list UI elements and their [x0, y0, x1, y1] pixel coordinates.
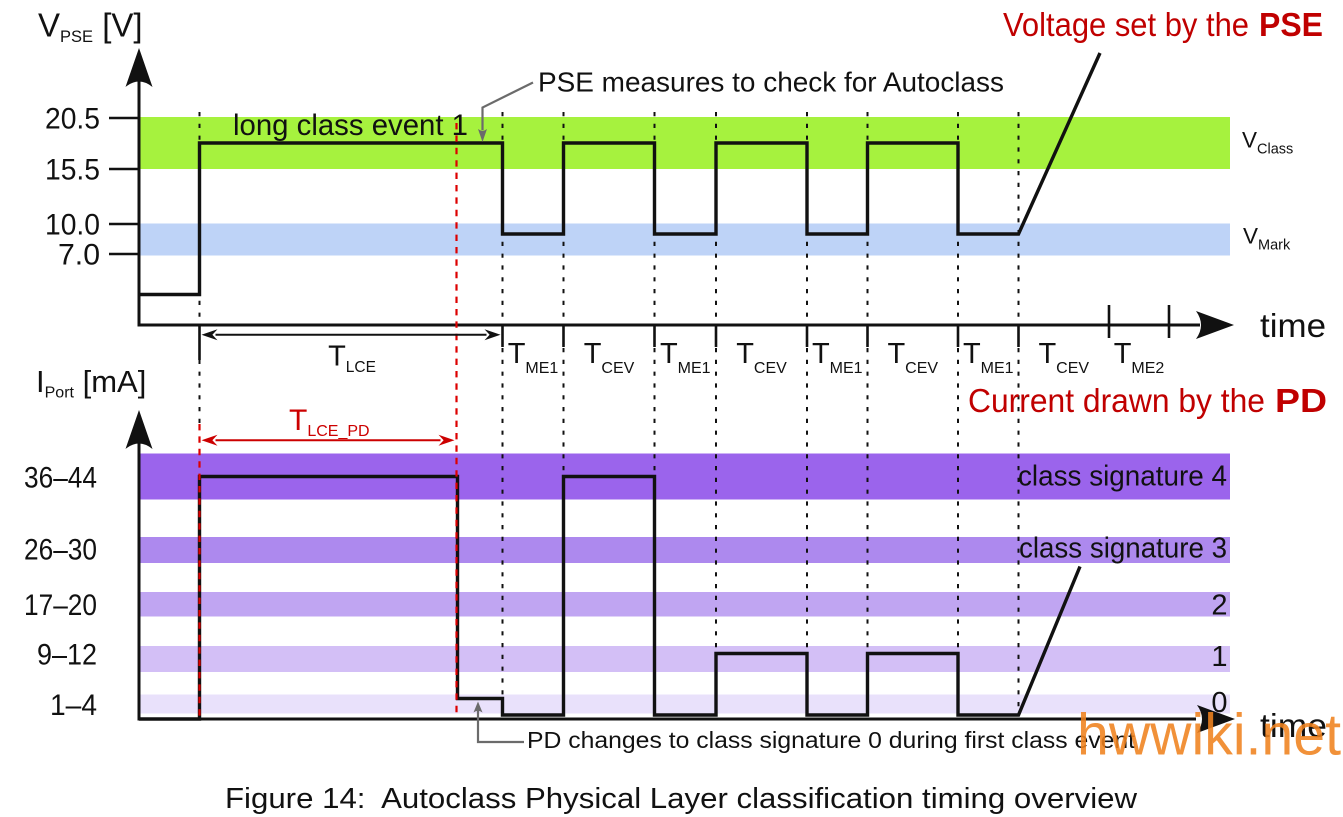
svg-text:Voltage set by the: Voltage set by the: [1003, 7, 1249, 44]
svg-text:17–20: 17–20: [24, 589, 97, 622]
svg-text:9–12: 9–12: [37, 639, 97, 672]
svg-text:TCEV: TCEV: [1038, 338, 1089, 377]
svg-text:15.5: 15.5: [45, 154, 100, 187]
svg-text:time: time: [1260, 307, 1326, 344]
svg-text:TME1: TME1: [660, 338, 711, 377]
svg-text:class signature 4: class signature 4: [1018, 461, 1227, 493]
svg-text:0: 0: [1211, 687, 1227, 719]
svg-text:10.0: 10.0: [45, 209, 100, 242]
svg-text:36–44: 36–44: [24, 462, 97, 495]
svg-text:TCEV: TCEV: [736, 338, 787, 377]
svg-text:TME1: TME1: [508, 338, 559, 377]
svg-text:VPSE​ [V]: VPSE​ [V]: [38, 7, 143, 47]
svg-text:TME1: TME1: [963, 338, 1014, 377]
svg-text:Figure 14: Autoclass Physical: Figure 14: Autoclass Physical Layer clas…: [225, 783, 1138, 815]
svg-text:class signature 3: class signature 3: [1019, 533, 1227, 565]
svg-text:VClass​: VClass​: [1242, 128, 1293, 158]
svg-text:time: time: [1260, 707, 1327, 744]
svg-text:PD changes to class signature: PD changes to class signature 0 during f…: [527, 727, 1136, 753]
svg-text:hwwiki.net: hwwiki.net: [1077, 703, 1341, 768]
svg-text:PSE measures to check for Auto: PSE measures to check for Autoclass: [538, 67, 1004, 98]
svg-text:2: 2: [1211, 590, 1227, 622]
svg-text:TME2: TME2: [1114, 338, 1165, 377]
svg-text:PD: PD: [1275, 383, 1327, 420]
svg-text:TCEV: TCEV: [584, 338, 635, 377]
svg-text:VMark​: VMark​: [1243, 224, 1291, 254]
svg-text:1–4: 1–4: [50, 689, 97, 722]
svg-text:TLCE: TLCE: [328, 341, 376, 377]
svg-text:7.0: 7.0: [58, 239, 100, 272]
svg-text:26–30: 26–30: [24, 534, 97, 567]
svg-text:20.5: 20.5: [45, 103, 100, 136]
svg-text:TME1: TME1: [812, 338, 863, 377]
svg-text:IPort​ [mA]: IPort​ [mA]: [36, 364, 146, 402]
svg-text:TLCE_PD: TLCE_PD: [289, 404, 370, 440]
svg-text:PSE: PSE: [1259, 7, 1323, 44]
svg-text:1: 1: [1211, 641, 1227, 673]
svg-text:Current drawn by the: Current drawn by the: [968, 383, 1265, 420]
svg-text:TCEV: TCEV: [887, 338, 938, 377]
svg-text:long class event 1: long class event 1: [233, 109, 468, 142]
